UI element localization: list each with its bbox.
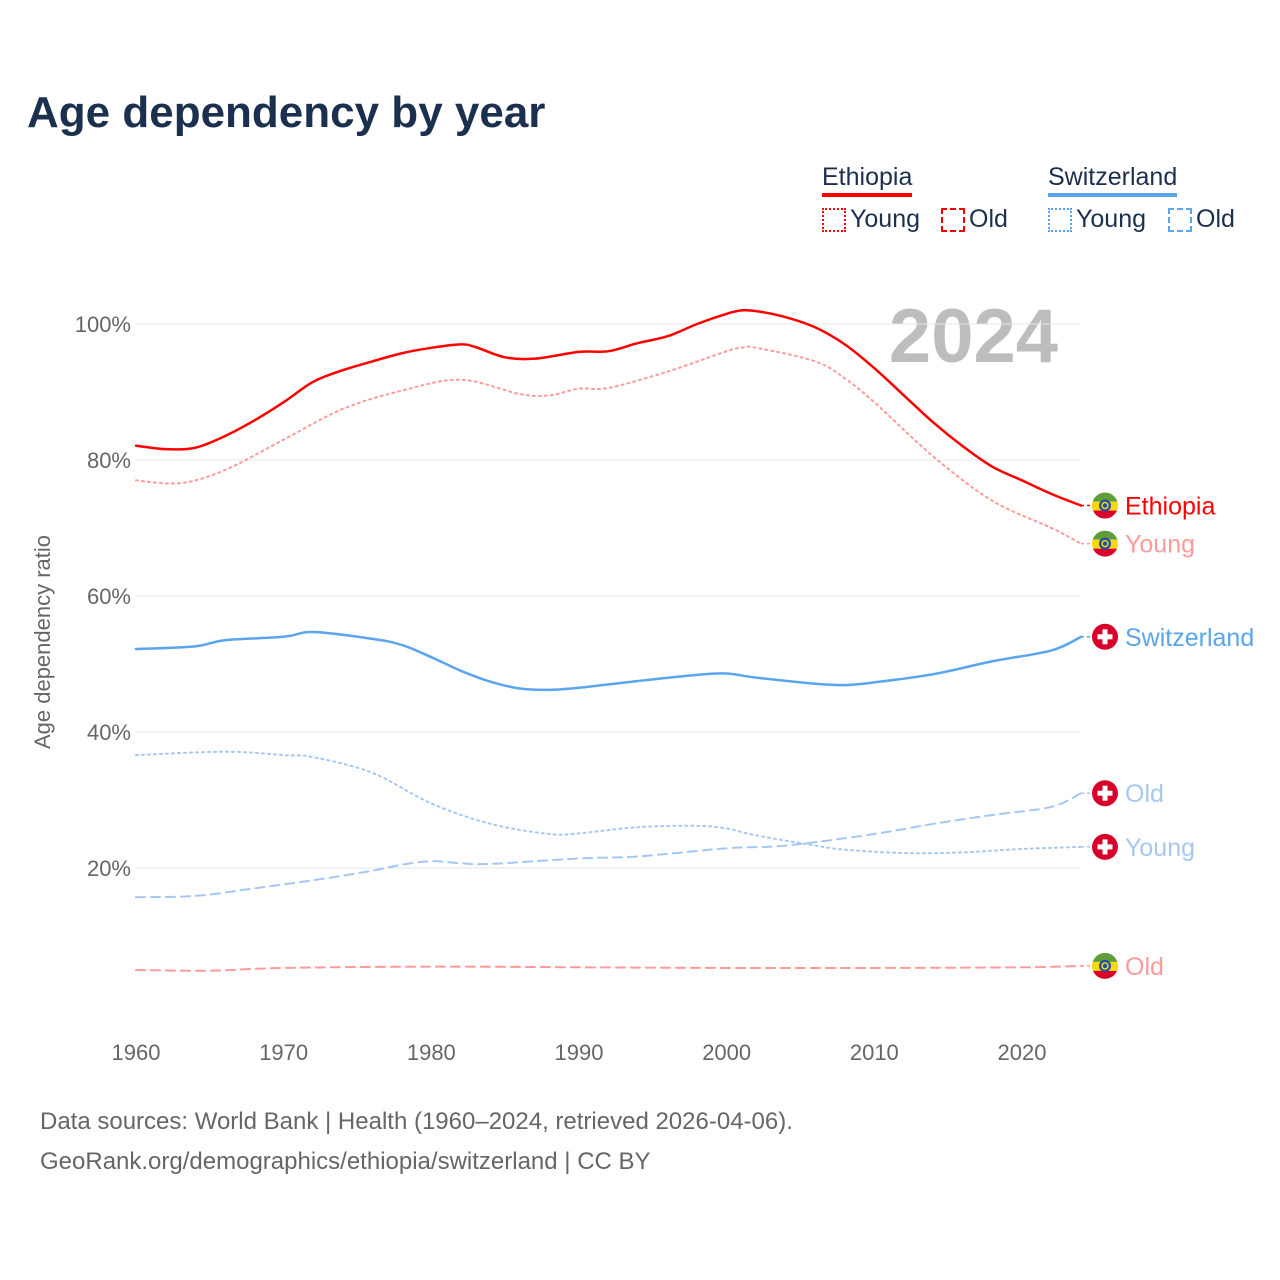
footer-link[interactable]: GeoRank.org/demographics/ethiopia/switze… bbox=[40, 1148, 651, 1175]
switzerland-flag-icon bbox=[1092, 780, 1118, 807]
series-line-ethiopia[interactable] bbox=[134, 308, 1083, 507]
dotted-swatch-icon bbox=[822, 207, 846, 232]
legend-ethiopia-young[interactable]: Young bbox=[822, 205, 920, 234]
end-label: Young bbox=[1125, 531, 1195, 559]
dotted-swatch-icon bbox=[1048, 207, 1072, 232]
end-label: Old bbox=[1125, 780, 1164, 808]
legend-label: Young bbox=[850, 205, 920, 233]
series-line-switzerland-old[interactable] bbox=[135, 792, 1083, 899]
x-tick-label: 2020 bbox=[998, 1040, 1047, 1065]
y-tick-label: 40% bbox=[87, 720, 131, 745]
legend-ethiopia[interactable]: Ethiopia bbox=[822, 163, 913, 197]
end-label: Switzerland bbox=[1125, 624, 1254, 652]
legend-label: Old bbox=[969, 205, 1008, 233]
dashed-swatch-icon bbox=[1168, 207, 1192, 232]
series-line-switzerland[interactable] bbox=[134, 630, 1083, 692]
legend-label: Old bbox=[1196, 205, 1235, 233]
y-tick-label: 20% bbox=[87, 856, 131, 881]
end-label: Ethiopia bbox=[1125, 493, 1215, 521]
x-tick-label: 1960 bbox=[112, 1040, 161, 1065]
ethiopia-flag-icon bbox=[1092, 952, 1118, 979]
x-tick-label: 2000 bbox=[702, 1040, 751, 1065]
ethiopia-flag-icon bbox=[1092, 530, 1118, 557]
y-axis-label: Age dependency ratio bbox=[30, 535, 55, 749]
series-line-ethiopia-old[interactable] bbox=[135, 964, 1083, 972]
legend-label: Young bbox=[1076, 205, 1146, 233]
y-tick-label: 100% bbox=[75, 312, 131, 337]
x-tick-label: 1990 bbox=[555, 1040, 604, 1065]
y-tick-label: 80% bbox=[87, 448, 131, 473]
switzerland-flag-icon bbox=[1092, 833, 1118, 860]
y-tick-label: 60% bbox=[87, 584, 131, 609]
x-tick-label: 1980 bbox=[407, 1040, 456, 1065]
series-line-switzerland-young[interactable] bbox=[135, 750, 1083, 855]
footer-sources: Data sources: World Bank | Health (1960–… bbox=[40, 1108, 793, 1135]
series-line-ethiopia-young[interactable] bbox=[135, 345, 1083, 545]
legend-switzerland-young[interactable]: Young bbox=[1048, 205, 1146, 234]
x-tick-label: 2010 bbox=[850, 1040, 899, 1065]
x-tick-label: 1970 bbox=[259, 1040, 308, 1065]
switzerland-flag-icon bbox=[1092, 623, 1118, 650]
dashed-swatch-icon bbox=[941, 207, 965, 232]
legend-ethiopia-old[interactable]: Old bbox=[941, 205, 1008, 234]
end-label: Young bbox=[1125, 834, 1195, 862]
end-label: Old bbox=[1125, 953, 1164, 981]
legend-switzerland-old[interactable]: Old bbox=[1168, 205, 1235, 234]
chart-title: Age dependency by year bbox=[27, 88, 546, 137]
year-watermark: 2024 bbox=[889, 294, 1058, 379]
legend-switzerland[interactable]: Switzerland bbox=[1048, 163, 1178, 197]
ethiopia-flag-icon bbox=[1092, 492, 1118, 519]
